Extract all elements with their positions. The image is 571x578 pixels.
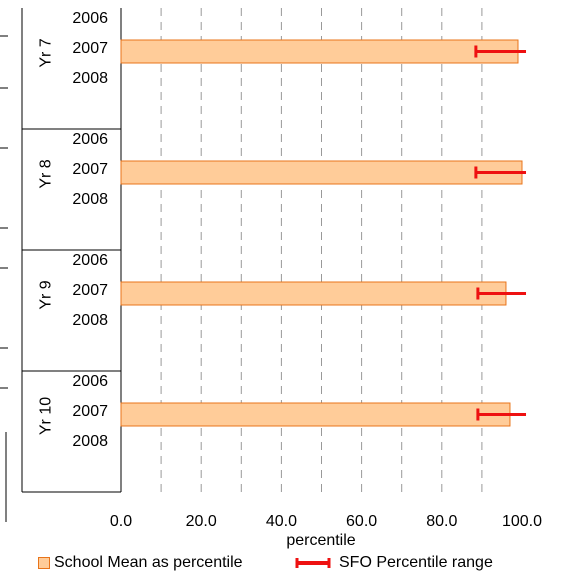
legend: School Mean as percentile SFO Percentile… [0, 554, 571, 576]
group-label: Yr 8 [38, 159, 55, 188]
legend-label-school-mean: School Mean as percentile [54, 554, 243, 571]
bars [120, 39, 523, 427]
error-bars [474, 45, 527, 421]
legend-label-sfo-range: SFO Percentile range [339, 554, 493, 571]
x-axis-label: percentile [286, 532, 355, 549]
gridlines [160, 8, 483, 492]
x-tick-label: 100.0 [502, 513, 542, 530]
group-label: Yr 7 [38, 38, 55, 67]
year-label: 2006 [72, 131, 108, 148]
legend-errbar-swatch [295, 558, 331, 568]
plot-frame [0, 8, 122, 522]
category-labels: Yr 7 2006 2007 2008 Yr 8 2006 2007 2008 Yr 9 2006… [38, 10, 109, 450]
year-label: 2007 [72, 40, 108, 57]
year-label: 2006 [72, 252, 108, 269]
legend-item-school-mean: School Mean as percentile [38, 554, 243, 572]
year-label: 2008 [72, 312, 108, 329]
x-tick-label: 40.0 [266, 513, 297, 530]
year-label: 2006 [72, 373, 108, 390]
x-tick-label: 0.0 [110, 513, 132, 530]
x-tick-label: 20.0 [186, 513, 217, 530]
year-label: 2007 [72, 403, 108, 420]
year-label: 2007 [72, 282, 108, 299]
bar [120, 281, 507, 306]
year-label: 2007 [72, 161, 108, 178]
x-tick-labels: 0.0 20.0 40.0 60.0 80.0 100.0 [110, 513, 542, 530]
year-label: 2008 [72, 191, 108, 208]
year-label: 2008 [72, 70, 108, 87]
year-label: 2008 [72, 433, 108, 450]
x-tick-label: 80.0 [426, 513, 457, 530]
legend-item-sfo-range: SFO Percentile range [295, 554, 493, 572]
group-label: Yr 10 [38, 397, 55, 435]
bar [120, 39, 519, 64]
group-label: Yr 9 [38, 280, 55, 309]
year-label: 2006 [72, 10, 108, 27]
x-tick-label: 60.0 [346, 513, 377, 530]
bar [120, 402, 511, 427]
legend-bar-swatch [38, 557, 50, 569]
bar [120, 160, 523, 185]
